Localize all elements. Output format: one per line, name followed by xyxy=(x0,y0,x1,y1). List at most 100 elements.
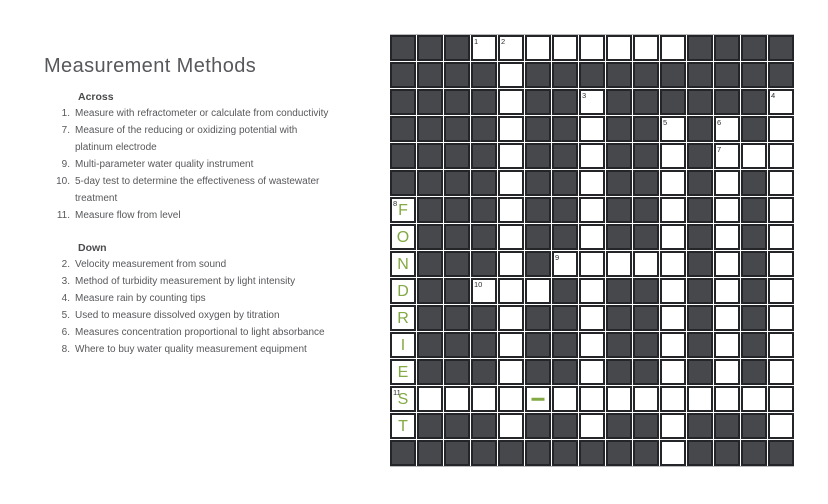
crossword-cell[interactable] xyxy=(498,170,524,196)
clue-number: 11. xyxy=(56,210,70,221)
crossword-cell[interactable]: 9 xyxy=(552,251,578,277)
crossword-cell[interactable] xyxy=(498,197,524,223)
crossword-cell[interactable] xyxy=(768,413,794,439)
crossword-cell[interactable] xyxy=(498,89,524,115)
crossword-cell[interactable] xyxy=(714,359,740,385)
crossword-cell[interactable]: 3 xyxy=(579,89,605,115)
crossword-cell[interactable]: 11 S xyxy=(390,386,416,412)
crossword-cell[interactable] xyxy=(498,62,524,88)
crossword-cell[interactable] xyxy=(714,197,740,223)
crossword-cell[interactable]: 1 xyxy=(471,35,497,61)
crossword-cell[interactable]: D xyxy=(390,278,416,304)
crossword-cell[interactable] xyxy=(579,251,605,277)
crossword-cell[interactable]: 4 xyxy=(768,89,794,115)
crossword-cell[interactable] xyxy=(579,143,605,169)
crossword-cell[interactable]: 10 xyxy=(471,278,497,304)
crossword-cell[interactable]: I xyxy=(390,332,416,358)
crossword-cell[interactable] xyxy=(579,170,605,196)
crossword-cell[interactable] xyxy=(579,197,605,223)
crossword-cell[interactable]: R xyxy=(390,305,416,331)
crossword-cell[interactable] xyxy=(498,305,524,331)
crossword-cell[interactable] xyxy=(579,116,605,142)
crossword-cell[interactable]: T xyxy=(390,413,416,439)
crossword-cell[interactable] xyxy=(768,116,794,142)
crossword-cell[interactable] xyxy=(633,251,659,277)
crossword-cell[interactable]: E xyxy=(390,359,416,385)
crossword-cell[interactable] xyxy=(579,278,605,304)
crossword-cell[interactable] xyxy=(660,224,686,250)
crossword-cell[interactable] xyxy=(579,35,605,61)
clue-text: Measure flow from level xyxy=(75,210,181,221)
crossword-cell[interactable] xyxy=(498,386,524,412)
crossword-cell[interactable] xyxy=(660,170,686,196)
crossword-block xyxy=(390,89,416,115)
crossword-cell[interactable] xyxy=(498,332,524,358)
crossword-cell[interactable] xyxy=(660,440,686,466)
crossword-cell[interactable] xyxy=(687,386,713,412)
crossword-cell[interactable] xyxy=(741,386,767,412)
crossword-cell[interactable] xyxy=(498,116,524,142)
crossword-cell[interactable] xyxy=(444,386,470,412)
crossword-cell[interactable] xyxy=(768,197,794,223)
crossword-cell[interactable] xyxy=(498,224,524,250)
crossword-block xyxy=(444,89,470,115)
crossword-cell[interactable] xyxy=(606,386,632,412)
crossword-cell[interactable] xyxy=(714,332,740,358)
crossword-cell[interactable] xyxy=(660,386,686,412)
crossword-cell[interactable] xyxy=(714,251,740,277)
crossword-cell[interactable] xyxy=(633,386,659,412)
crossword-cell[interactable] xyxy=(768,143,794,169)
crossword-cell[interactable] xyxy=(552,35,578,61)
crossword-cell[interactable] xyxy=(633,35,659,61)
crossword-cell[interactable] xyxy=(606,251,632,277)
crossword-cell[interactable] xyxy=(579,224,605,250)
crossword-cell[interactable] xyxy=(768,170,794,196)
crossword-cell[interactable]: O xyxy=(390,224,416,250)
crossword-cell[interactable] xyxy=(525,278,551,304)
crossword-cell[interactable] xyxy=(768,251,794,277)
crossword-cell[interactable] xyxy=(660,359,686,385)
crossword-cell[interactable] xyxy=(552,386,578,412)
crossword-cell[interactable] xyxy=(498,413,524,439)
crossword-cell[interactable] xyxy=(525,35,551,61)
crossword-cell[interactable] xyxy=(741,143,767,169)
crossword-cell[interactable] xyxy=(471,386,497,412)
crossword-cell[interactable] xyxy=(498,143,524,169)
crossword-cell[interactable]: N xyxy=(390,251,416,277)
crossword-cell[interactable] xyxy=(660,143,686,169)
crossword-cell[interactable] xyxy=(714,386,740,412)
crossword-cell[interactable]: 5 xyxy=(660,116,686,142)
crossword-cell[interactable] xyxy=(579,359,605,385)
crossword-cell[interactable] xyxy=(714,278,740,304)
crossword-cell[interactable] xyxy=(606,35,632,61)
crossword-cell[interactable] xyxy=(579,413,605,439)
crossword-cell[interactable] xyxy=(579,305,605,331)
crossword-cell[interactable] xyxy=(768,359,794,385)
crossword-cell[interactable] xyxy=(498,278,524,304)
crossword-cell[interactable] xyxy=(768,386,794,412)
crossword-cell[interactable]: 2 xyxy=(498,35,524,61)
crossword-cell[interactable] xyxy=(714,224,740,250)
crossword-cell[interactable] xyxy=(714,305,740,331)
crossword-cell[interactable] xyxy=(768,305,794,331)
crossword-cell[interactable] xyxy=(768,278,794,304)
crossword-cell[interactable] xyxy=(660,305,686,331)
crossword-cell[interactable]: 6 xyxy=(714,116,740,142)
crossword-cell[interactable] xyxy=(417,386,443,412)
crossword-cell[interactable] xyxy=(579,386,605,412)
crossword-cell[interactable] xyxy=(768,224,794,250)
crossword-cell[interactable] xyxy=(579,332,605,358)
crossword-cell[interactable] xyxy=(768,332,794,358)
crossword-cell[interactable] xyxy=(660,197,686,223)
crossword-cell[interactable] xyxy=(660,251,686,277)
crossword-cell[interactable] xyxy=(660,332,686,358)
crossword-cell[interactable] xyxy=(498,359,524,385)
crossword-cell[interactable] xyxy=(714,170,740,196)
crossword-cell[interactable] xyxy=(660,413,686,439)
crossword-cell[interactable] xyxy=(498,251,524,277)
crossword-cell[interactable] xyxy=(525,386,551,412)
crossword-cell[interactable]: 7 xyxy=(714,143,740,169)
crossword-cell[interactable] xyxy=(660,278,686,304)
crossword-cell[interactable] xyxy=(660,35,686,61)
